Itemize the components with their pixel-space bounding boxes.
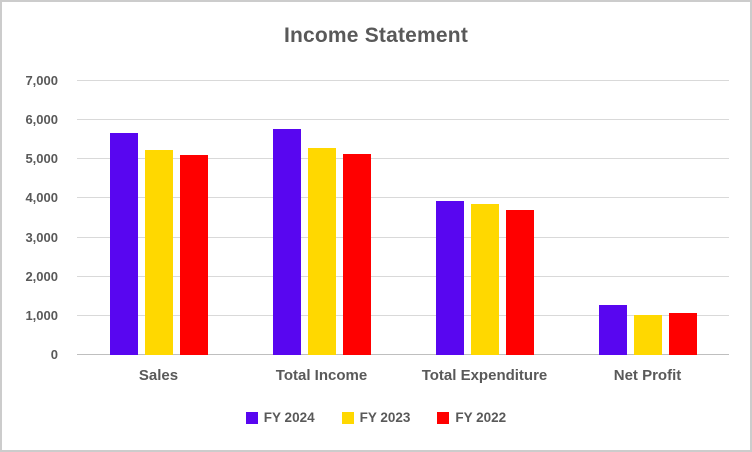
bar-fy-2022-net-profit — [668, 313, 697, 355]
bar-groups — [77, 81, 729, 355]
gridline-2000 — [77, 275, 729, 277]
bar-fy-2022-total-income — [342, 154, 371, 355]
x-label-total-income: Total Income — [275, 367, 368, 384]
plot-area — [77, 80, 729, 355]
y-tick-label-1000: 1,000 — [25, 307, 58, 323]
legend-marker-icon — [341, 411, 354, 424]
bar-fy-2022-total-expenditure — [505, 210, 534, 355]
gridline-4000 — [77, 197, 729, 199]
legend-label: FY 2022 — [455, 410, 507, 425]
bar-group-total-expenditure — [403, 81, 566, 355]
y-tick-label-7000: 7,000 — [25, 73, 58, 88]
legend-marker-icon — [245, 411, 258, 424]
bar-fy-2022-sales — [179, 155, 208, 355]
y-tick-label-0: 0 — [50, 347, 58, 362]
x-label-net-profit: Net Profit — [613, 367, 682, 384]
bar-fy-2023-net-profit — [633, 314, 662, 355]
y-axis-tick-labels: 0 1,000 2,000 3,000 4,000 5,000 6,000 7,000 — [8, 73, 66, 362]
legend-label: FY 2024 — [263, 410, 315, 425]
y-tick-label-2000: 2,000 — [25, 268, 58, 284]
legend-label: FY 2023 — [359, 410, 411, 425]
y-tick-label-4000: 4,000 — [25, 190, 58, 206]
bar-fy-2024-total-expenditure — [435, 201, 464, 355]
legend-item-fy-2024: FY 2024 — [245, 410, 315, 425]
y-tick-label-5000: 5,000 — [25, 151, 58, 167]
gridline-7000 — [77, 80, 729, 81]
y-tick-label-6000: 6,000 — [25, 112, 58, 128]
bar-fy-2023-sales — [144, 149, 173, 355]
gridline-6000 — [77, 119, 729, 121]
gridline-1000 — [77, 314, 729, 316]
gridline-3000 — [77, 236, 729, 238]
x-axis-line — [77, 354, 729, 355]
bar-group-total-income — [240, 81, 403, 355]
bar-group-sales — [77, 81, 240, 355]
x-label-total-expenditure: Total Expenditure — [421, 367, 548, 384]
legend-marker-icon — [437, 411, 450, 424]
x-axis-category-labels: Sales Total Income Total Expenditure Net Pr… — [77, 367, 729, 384]
bar-fy-2024-net-profit — [598, 304, 627, 355]
chart-title: Income Statement — [283, 24, 469, 47]
bar-fy-2023-total-income — [307, 147, 336, 355]
bar-fy-2024-sales — [109, 132, 138, 355]
x-label-sales: Sales — [138, 367, 179, 384]
bar-group-net-profit — [566, 81, 729, 355]
y-tick-label-3000: 3,000 — [25, 229, 58, 245]
legend-item-fy-2023: FY 2023 — [341, 410, 411, 425]
legend: FY 2024 FY 2023 FY 2022 — [2, 410, 750, 425]
legend-item-fy-2022: FY 2022 — [437, 410, 506, 425]
bar-fy-2023-total-expenditure — [470, 203, 499, 355]
bar-fy-2024-total-income — [272, 128, 301, 355]
gridline-5000 — [77, 158, 729, 160]
